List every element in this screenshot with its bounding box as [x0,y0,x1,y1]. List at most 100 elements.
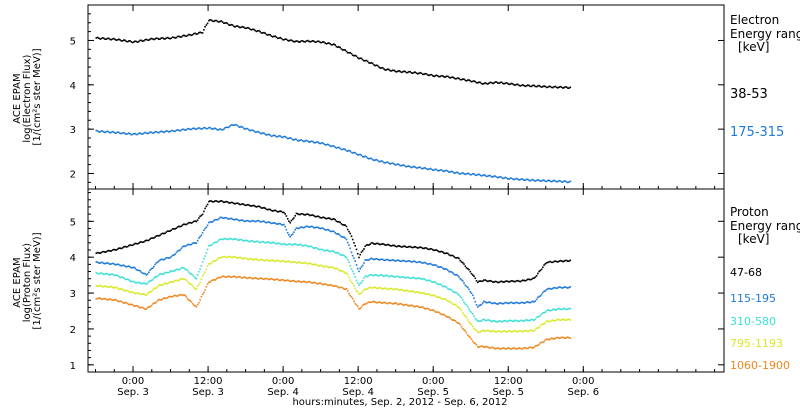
proton-series-47-68-point [384,244,386,246]
proton-series-310-580-point [111,273,114,276]
proton-series-1060-1900-point [211,279,214,281]
proton-series-115-195-point [548,287,550,290]
electron-series-38-53-point [563,86,565,89]
proton-series-115-195-point [430,263,433,266]
proton-series-310-580-point [569,307,572,310]
electron-series-38-53-point [311,40,314,42]
electron-series-175-315-point [119,132,121,135]
electron-series-38-53-point [470,80,473,83]
electron-series-38-53-point [148,39,150,41]
electron-series-38-53-point [421,73,424,76]
proton-series-310-580-point [271,241,274,244]
electron-series-175-315-point [429,167,432,170]
electron-series-38-53-point [273,35,275,38]
proton-ylabel: ACE EPAM log(Proton Flux) [1/(cm²s ster … [12,232,43,329]
proton-series-47-68-point [479,280,482,282]
proton-series-115-195-point [260,221,263,223]
proton-series-310-580-point [123,277,125,279]
proton-series-310-580-point [477,320,479,322]
proton-series-795-1193-point [101,286,104,288]
proton-series-310-580-point [180,267,183,269]
proton-series-310-580-point [472,313,474,315]
proton-series-795-1193-point [533,330,535,332]
proton-series-47-68-point [216,200,219,203]
proton-series-1060-1900-point [525,347,528,350]
electron-series-175-315-legend: 175-315 [730,125,784,140]
proton-series-115-195-point [398,259,400,262]
proton-series-115-195-point [281,224,284,226]
proton-series-1060-1900-point [129,303,131,306]
proton-series-795-1193-point [540,323,543,326]
proton-series-795-1193-point [218,257,220,259]
proton-series-115-195-point [191,242,194,245]
proton-series-795-1193-point [349,279,351,281]
proton-series-1060-1900-point [204,289,206,291]
electron-series-38-53-point [553,86,555,88]
electron-series-175-315-point [126,132,129,135]
electron-series-175-315-point [273,134,275,136]
proton-series-115-195-point [298,227,300,230]
proton-series-310-580-point [389,275,391,278]
proton-series-115-195-point [408,260,410,262]
electron-series-175-315-point [153,132,155,134]
electron-series-175-315-point [370,157,373,160]
proton-series-795-1193-point [467,319,469,321]
proton-series-795-1193-point [136,292,139,294]
proton-series-1060-1900-point [235,276,238,279]
proton-series-115-195-point [311,225,314,228]
proton-series-795-1193-point [159,284,161,286]
proton-series-310-580-point [220,238,223,241]
electron-series-38-53-point [258,29,260,32]
proton-series-115-195-point [537,296,539,299]
proton-series-47-68-point [204,207,206,210]
proton-series-795-1193-point [258,259,260,262]
proton-series-115-195-point [349,247,351,250]
electron-series-175-315-point [96,130,99,132]
proton-series-795-1193-point [331,266,334,269]
proton-series-47-68-point [459,259,462,262]
proton-series-47-68-point [424,247,426,249]
proton-series-795-1193-point [209,263,211,265]
proton-series-47-68-point [483,279,485,281]
electron-series-175-315-point [105,130,108,133]
electron-series-175-315-point [376,159,379,162]
proton-series-47-68-point [365,244,368,246]
electron-series-38-53-point [113,37,115,40]
electron-series-38-53-point [534,85,537,88]
electron-series-38-53-point [209,19,211,21]
electron-series-38-53-point [104,38,106,40]
electron-series-175-315-point [489,174,492,177]
proton-series-310-580-point [394,276,396,278]
proton-series-47-68-point [208,200,210,203]
proton-series-47-68-point [256,205,259,208]
electron-series-38-53-point [150,37,153,40]
proton-series-310-580-point [503,320,505,322]
proton-series-115-195-point [359,267,361,270]
proton-series-115-195-point [419,261,421,263]
proton-series-47-68-point [209,200,211,202]
electron-series-175-315-point [243,127,245,130]
electron-series-175-315-point [193,127,195,129]
electron-series-175-315-point [330,145,333,148]
electron-series-175-315-point [226,126,229,129]
proton-series-310-580-point [208,244,210,247]
proton-series-47-68-point [228,202,230,204]
proton-series-310-580-point [378,274,380,277]
proton-series-115-195-point [229,217,231,220]
proton-series-795-1193-point [290,261,293,264]
proton-series-115-195-point [364,259,366,261]
proton-series-1060-1900-point [266,278,269,280]
proton-series-795-1193-point [173,280,175,283]
proton-series-795-1193-point [373,286,375,289]
proton-series-1060-1900-point [138,306,140,308]
electron-series-175-315-point [99,131,101,133]
electron-series-175-315-point [353,151,355,154]
proton-series-310-580-point [159,273,161,275]
proton-series-795-1193-point [126,289,129,292]
proton-series-310-580-point [359,282,361,285]
proton-series-115-195-point [401,259,404,262]
proton-series-115-195-point [126,265,129,268]
electron-series-175-315-point [529,179,532,182]
proton-series-1060-1900-point [231,275,234,278]
proton-series-115-195-point [557,287,559,289]
